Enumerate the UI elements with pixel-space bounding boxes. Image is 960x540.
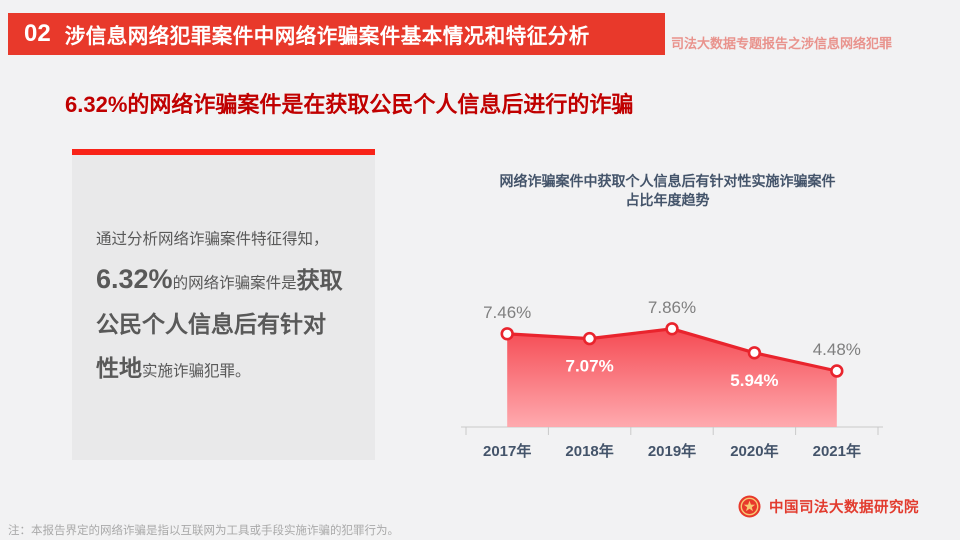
chart-data-point [500,327,514,341]
data-point-label: 7.46% [483,303,531,322]
chart-data-point [582,331,597,346]
summary-text-normal: 的网络诈骗案件是 [172,275,297,292]
x-axis-category-label: 2020年 [730,442,778,460]
chart-data-point [830,364,844,378]
x-axis-category-label: 2021年 [813,442,861,460]
organization-name: 中国司法大数据研究院 [769,499,919,516]
summary-text-emphasis: 获取公民个人信息后有针对性地 [96,267,343,381]
x-axis-category-label: 2018年 [565,442,613,460]
summary-info-box: 通过分析网络诈骗案件特征得知， 6.32%的网络诈骗案件是获取公民个人信息后有针… [72,155,375,460]
chart-data-point [747,346,762,360]
data-point-label: 5.94% [730,371,778,390]
chart-data-point [665,322,679,336]
data-point-label: 7.86% [648,298,696,317]
key-statistic: 6.32% [96,264,173,294]
summary-text-tail: 实施诈骗犯罪。 [142,363,251,380]
x-axis-category-label: 2019年 [648,442,696,460]
summary-intro-text: 通过分析网络诈骗案件特征得知， [96,231,329,248]
data-point-label: 4.48% [813,340,861,359]
chart-title: 网络诈骗案件中获取个人信息后有针对性实施诈骗案件 占比年度趋势 [450,172,885,210]
summary-statement: 6.32%的网络诈骗案件是获取公民个人信息后有针对性地实施诈骗犯罪。 [96,259,346,392]
national-emblem-icon [738,495,761,517]
chart-title-line2: 占比年度趋势 [625,192,710,208]
section-header-bar: 02 涉信息网络犯罪案件中网络诈骗案件基本情况和特征分析 [8,13,665,55]
trend-area-chart: 7.46% 7.07% 7.86% 5.94% 4.48% 2017年 2018年 2019年… [461,298,883,460]
chart-title-line1: 网络诈骗案件中获取个人信息后有针对性实施诈骗案件 [499,173,836,189]
section-title: 涉信息网络犯罪案件中网络诈骗案件基本情况和特征分析 [64,25,590,48]
footnote: 注：本报告界定的网络诈骗是指以互联网为工具或手段实施诈骗的犯罪行为。 [8,525,399,537]
page-headline: 6.32%的网络诈骗案件是在获取公民个人信息后进行的诈骗 [65,92,634,117]
chart-area-fill [507,328,837,427]
info-box-accent-bar [72,149,375,155]
section-number: 02 [24,20,51,47]
data-point-label: 7.07% [565,357,613,376]
x-axis-category-label: 2017年 [483,442,531,460]
report-series-label: 司法大数据专题报告之涉信息网络犯罪 [671,36,893,51]
organization-badge: 中国司法大数据研究院 [738,494,919,518]
